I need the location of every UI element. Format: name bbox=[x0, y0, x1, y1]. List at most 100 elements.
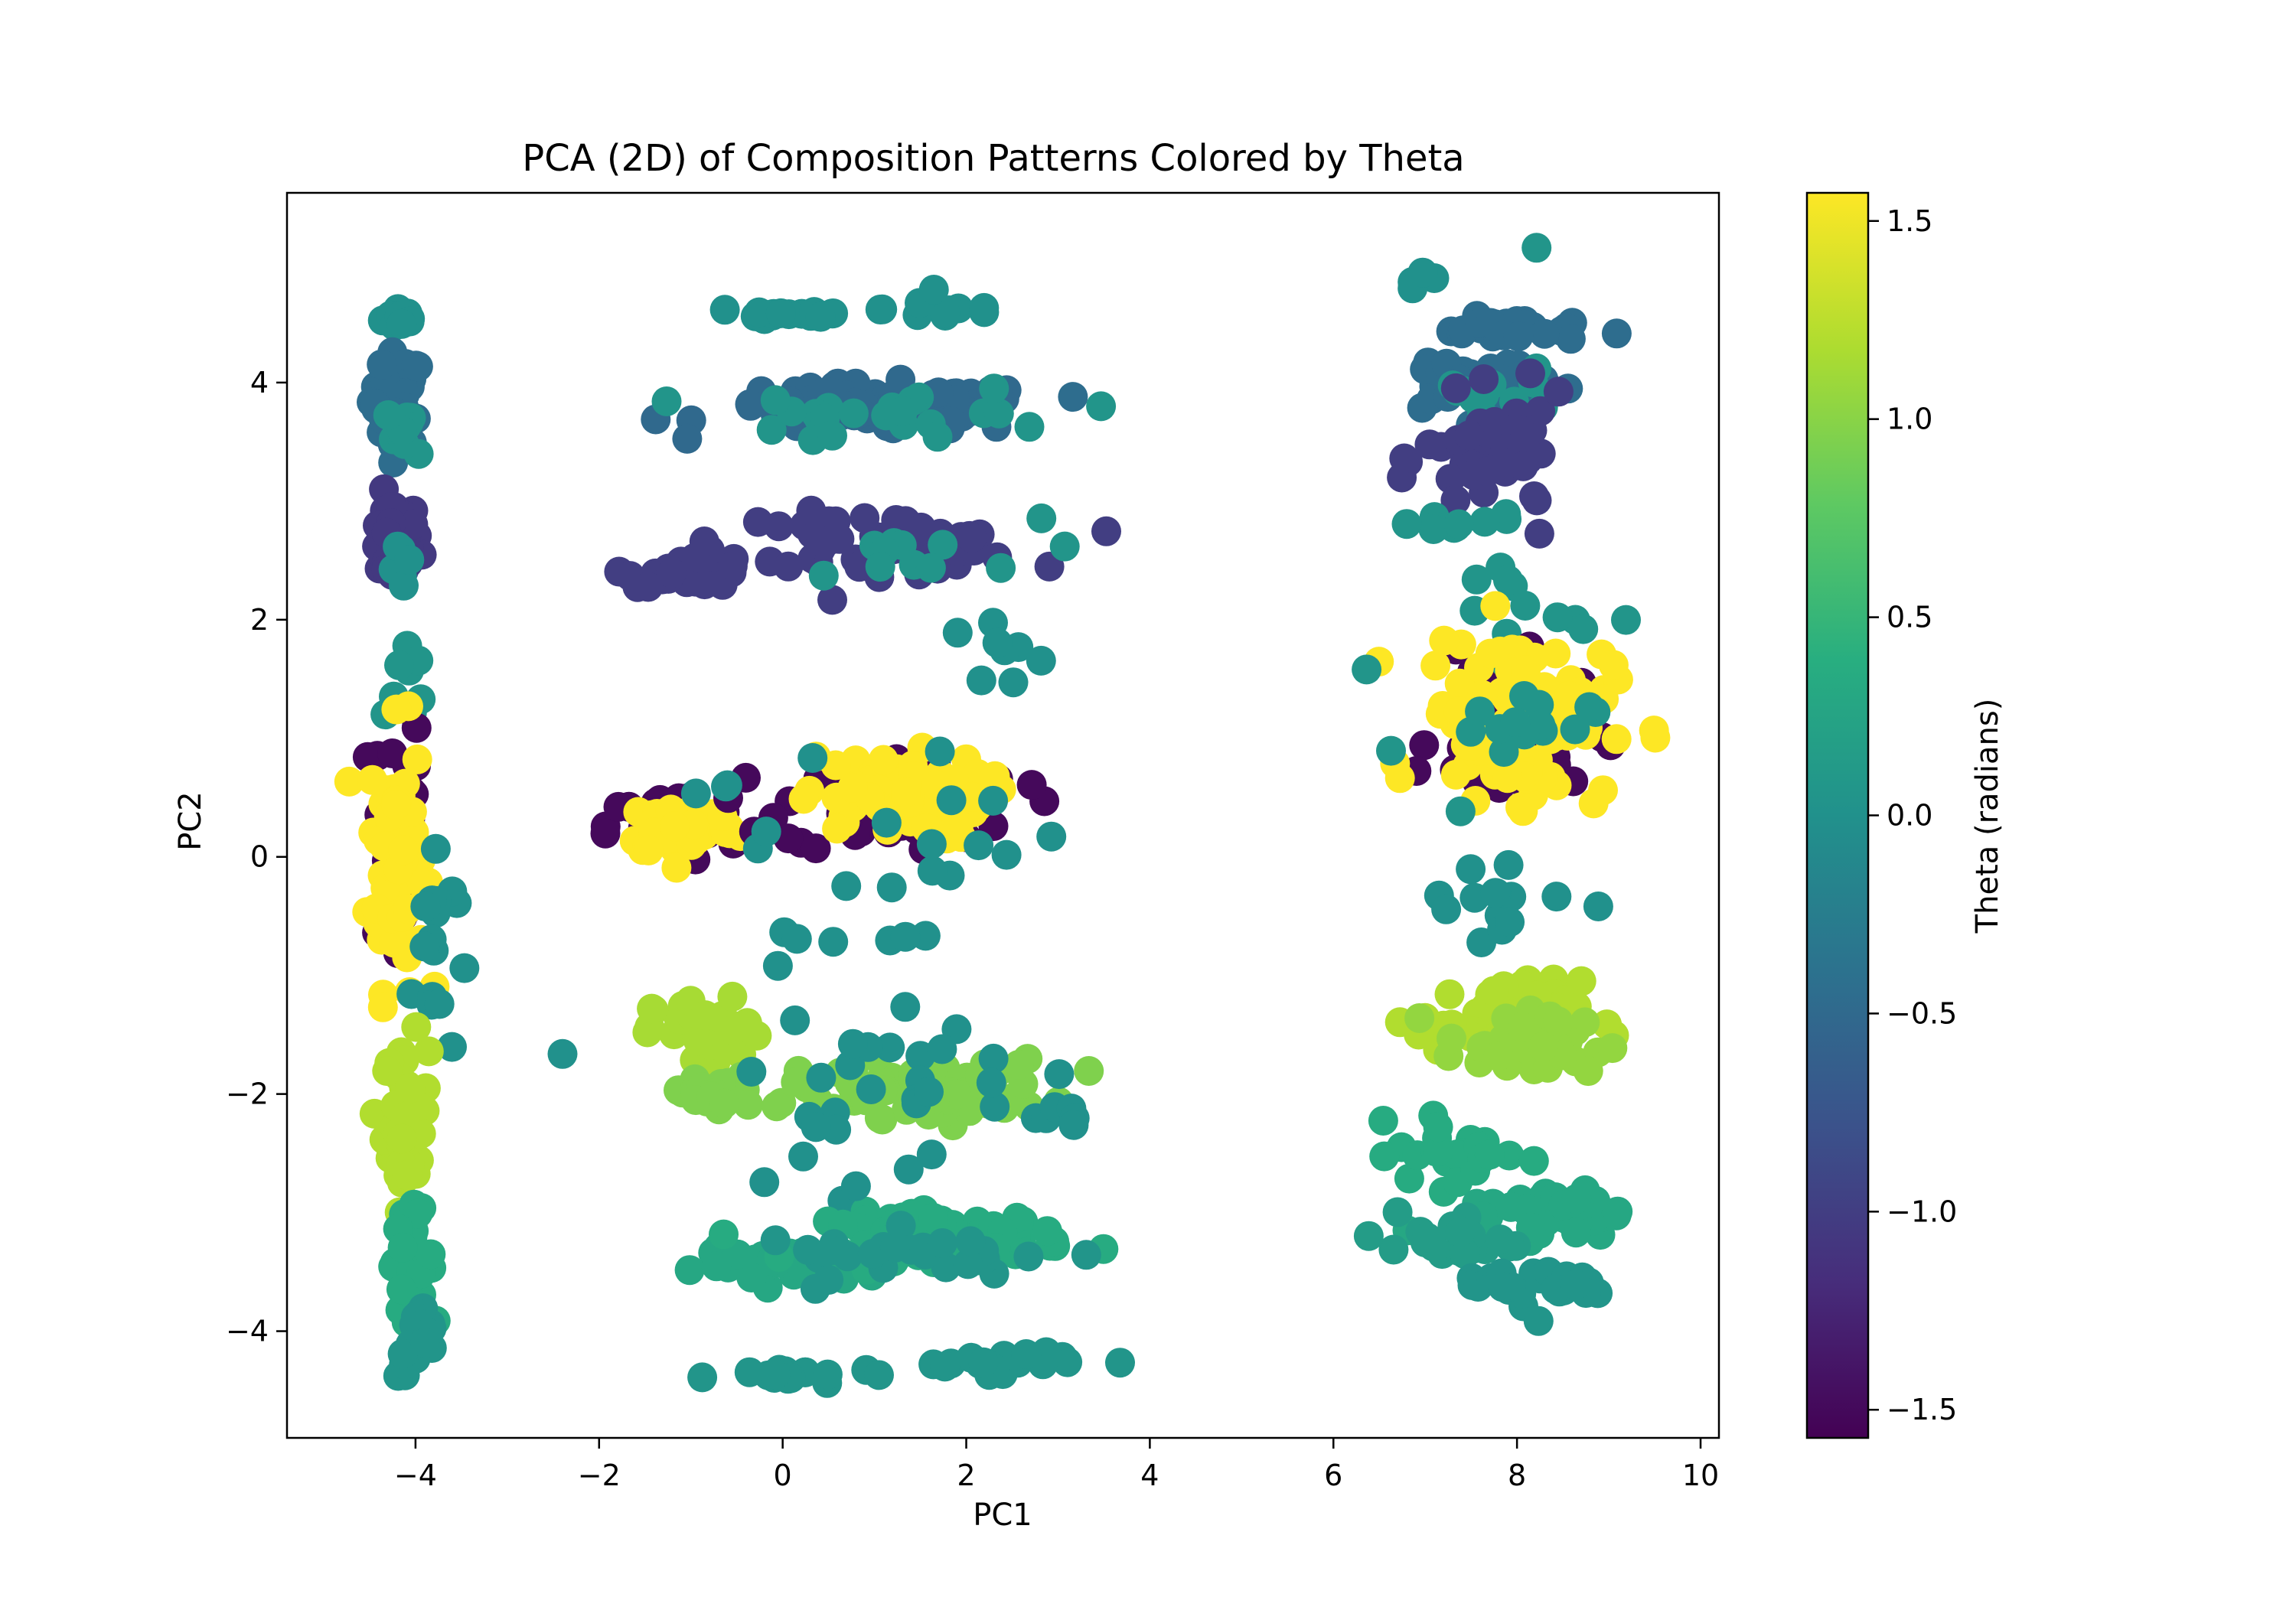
scatter-point bbox=[1058, 1110, 1089, 1140]
point-cluster bbox=[1456, 1257, 1613, 1322]
colorbar-tick-label: 0.5 bbox=[1887, 601, 1932, 634]
scatter-point bbox=[991, 839, 1022, 870]
scatter-point bbox=[922, 422, 953, 452]
scatter-point bbox=[1461, 564, 1492, 595]
scatter-point bbox=[1407, 257, 1438, 288]
x-tick-label: 10 bbox=[1682, 1459, 1719, 1492]
scatter-point bbox=[1487, 1272, 1518, 1302]
scatter-point bbox=[980, 761, 1010, 791]
scatter-point bbox=[690, 1000, 720, 1031]
point-cluster bbox=[1376, 681, 1611, 826]
scatter-point bbox=[735, 389, 765, 419]
scatter-point bbox=[660, 811, 690, 842]
colorbar-tick-label: 0.0 bbox=[1887, 799, 1932, 833]
point-cluster bbox=[1353, 1202, 1531, 1270]
scatter-point bbox=[927, 1228, 957, 1258]
scatter-point bbox=[1508, 796, 1538, 826]
scatter-point bbox=[1566, 966, 1596, 996]
scatter-point bbox=[890, 992, 921, 1022]
scatter-point bbox=[372, 1056, 403, 1087]
scatter-point bbox=[742, 1020, 772, 1051]
scatter-point bbox=[916, 1139, 947, 1170]
scatter-point bbox=[969, 292, 1000, 323]
scatter-point bbox=[891, 777, 921, 807]
y-axis: −4 −2 0 2 4 bbox=[226, 366, 287, 1348]
scatter-point bbox=[1521, 233, 1552, 263]
scatter-point bbox=[1429, 625, 1459, 656]
scatter-point bbox=[1434, 979, 1465, 1009]
scatter-point bbox=[651, 386, 682, 416]
scatter-point bbox=[1469, 507, 1500, 537]
scatter-point bbox=[982, 627, 1013, 658]
scatter-point bbox=[1561, 1270, 1591, 1300]
y-tick-label: 4 bbox=[250, 366, 269, 399]
point-cluster bbox=[359, 1012, 444, 1279]
scatter-point bbox=[837, 772, 868, 803]
scatter-point bbox=[590, 818, 621, 849]
scatter-point bbox=[1352, 654, 1382, 685]
scatter-point bbox=[1014, 412, 1045, 442]
scatter-point bbox=[1418, 514, 1449, 544]
scatter-point bbox=[1483, 1041, 1514, 1071]
scatter-point bbox=[449, 953, 480, 983]
scatter-point bbox=[392, 1160, 422, 1191]
scatter-point bbox=[386, 1123, 417, 1154]
scatter-point bbox=[817, 585, 847, 615]
point-cluster bbox=[1352, 654, 1382, 685]
chart-title: PCA (2D) of Composition Patterns Colored… bbox=[522, 137, 1464, 180]
scatter-point bbox=[687, 1362, 718, 1393]
scatter-point bbox=[1420, 650, 1451, 681]
scatter-point bbox=[1445, 796, 1476, 826]
scatter-point bbox=[927, 1034, 957, 1064]
scatter-point bbox=[1518, 1146, 1549, 1176]
scatter-point bbox=[367, 349, 397, 380]
scatter-point bbox=[1384, 763, 1415, 794]
point-cluster bbox=[1058, 382, 1088, 412]
scatter-point bbox=[709, 1088, 739, 1119]
scatter-point bbox=[817, 1235, 846, 1266]
scatter-point bbox=[717, 551, 748, 582]
scatter-point bbox=[1013, 1241, 1044, 1272]
scatter-point bbox=[1423, 1136, 1453, 1166]
point-cluster bbox=[762, 829, 947, 1035]
scatter-point bbox=[409, 931, 440, 962]
point-cluster bbox=[1523, 1305, 1554, 1336]
scatter-point bbox=[1440, 373, 1471, 403]
colorbar-tick-label: −1.5 bbox=[1887, 1393, 1957, 1426]
scatter-point bbox=[1519, 481, 1549, 511]
scatter-point bbox=[1475, 638, 1505, 669]
scatter-point bbox=[930, 1351, 960, 1382]
scatter-point bbox=[1508, 451, 1538, 481]
point-cluster bbox=[680, 736, 1067, 891]
point-cluster bbox=[1404, 995, 1628, 1087]
scatter-point bbox=[781, 1067, 811, 1097]
scatter-point bbox=[1503, 321, 1534, 352]
scatter-point bbox=[1026, 503, 1057, 533]
scatter-point bbox=[1404, 1003, 1435, 1033]
scatter-point bbox=[1443, 509, 1474, 539]
scatter-point bbox=[806, 1062, 837, 1093]
scatter-point bbox=[955, 1226, 986, 1257]
scatter-point bbox=[689, 526, 719, 556]
y-tick-label: 2 bbox=[250, 603, 269, 637]
scatter-point bbox=[979, 373, 1009, 404]
scatter-point bbox=[773, 551, 804, 582]
scatter-point bbox=[856, 1074, 886, 1104]
scatter-point bbox=[765, 298, 796, 328]
scatter-point bbox=[917, 856, 947, 886]
x-tick-label: −2 bbox=[578, 1459, 621, 1492]
scatter-point bbox=[683, 1025, 713, 1056]
scatter-point bbox=[409, 1328, 440, 1358]
scatter-point bbox=[818, 927, 849, 957]
point-cluster bbox=[651, 373, 1117, 455]
scatter-point bbox=[888, 396, 918, 426]
scatter-point bbox=[914, 1077, 944, 1107]
scatter-point bbox=[357, 764, 387, 795]
scatter-point bbox=[632, 1017, 663, 1048]
scatter-point bbox=[844, 552, 875, 582]
scatter-point bbox=[1611, 605, 1641, 635]
point-cluster bbox=[687, 1354, 894, 1398]
scatter-point bbox=[736, 1057, 767, 1087]
scatter-point bbox=[864, 1103, 895, 1133]
